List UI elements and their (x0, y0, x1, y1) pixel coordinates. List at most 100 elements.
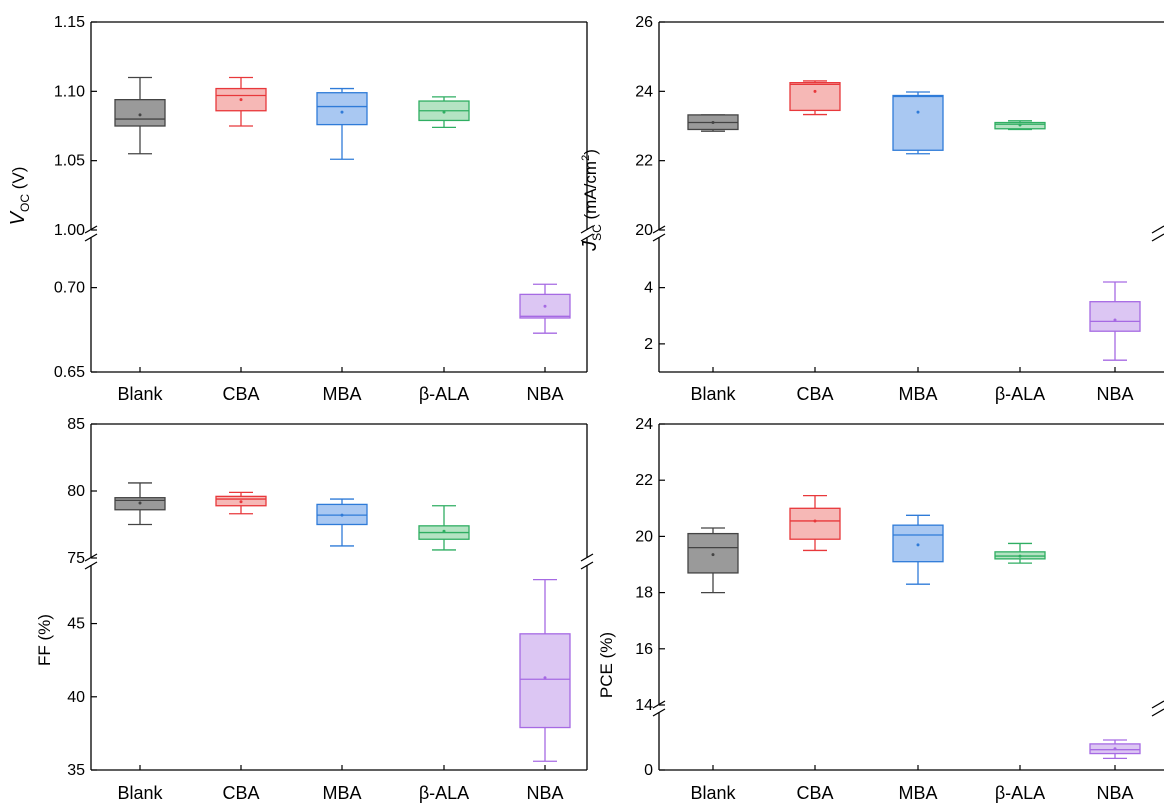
y-tick-label: 0.70 (54, 280, 85, 297)
mean-point (1018, 554, 1022, 558)
box-NBA (1089, 281, 1141, 361)
iqr-box (789, 82, 841, 112)
mean-point (1113, 747, 1117, 751)
x-tick-label: MBA (898, 384, 937, 404)
mean-point (813, 89, 817, 93)
y-tick-label: 0 (644, 762, 653, 779)
y-tick-label: 1.05 (54, 153, 85, 170)
chart-panel-bottom-left: 75 80 85 35 40 45 Blank CBA MBA β-ALA NBA FF (%) (35, 416, 594, 803)
chart-panel-top-left: 1.00 1.05 1.10 1.15 0.65 0.70 Blank CBA MBA β-ALA… (7, 14, 594, 404)
iqr-box (114, 99, 166, 127)
x-tick-label: NBA (526, 384, 563, 404)
y-tick-label: 1.00 (54, 222, 85, 239)
box-CBA (215, 491, 267, 515)
iqr-box (892, 94, 944, 151)
mean-point (813, 519, 817, 523)
mean-point (916, 543, 920, 547)
axis-break-mark (652, 233, 666, 242)
mean-point (239, 98, 243, 102)
y-tick-label: 24 (635, 416, 653, 433)
x-tick-label: Blank (117, 384, 163, 404)
iqr-box (789, 507, 841, 540)
mean-point (138, 501, 142, 505)
y-tick-label: 14 (635, 697, 653, 714)
y-axis-title: FF (%) (35, 614, 54, 666)
axis-break-mark (1151, 708, 1164, 717)
axis-break-mark (580, 553, 594, 562)
box-MBA (316, 87, 368, 160)
x-tick-label: CBA (222, 384, 259, 404)
y-tick-label: 20 (635, 222, 653, 239)
y-axis-title: VOC (V) (7, 167, 32, 226)
box-CBA (789, 80, 841, 116)
box-MBA (316, 498, 368, 547)
y-tick-label: 80 (67, 483, 85, 500)
y-axis-title: PCE (%) (597, 632, 616, 698)
box-β-ALA (994, 120, 1046, 131)
y-tick-label: 45 (67, 616, 85, 633)
mean-point (543, 676, 547, 680)
mean-point (340, 513, 344, 517)
box-β-ALA (418, 505, 470, 551)
box-CBA (215, 76, 267, 127)
box-Blank (687, 527, 739, 594)
x-tick-label: NBA (1096, 384, 1133, 404)
axis-break-mark (580, 225, 594, 234)
box-CBA (789, 495, 841, 552)
box-Blank (114, 482, 166, 526)
y-tick-label: 24 (635, 83, 653, 100)
y-tick-label: 22 (635, 153, 653, 170)
iqr-box (316, 92, 368, 126)
axis-break-mark (580, 233, 594, 242)
x-tick-label: NBA (1096, 783, 1133, 803)
x-tick-label: MBA (322, 783, 361, 803)
x-tick-label: CBA (796, 384, 833, 404)
y-tick-label: 2 (644, 336, 653, 353)
x-tick-label: β-ALA (419, 384, 469, 404)
box-MBA (892, 91, 944, 155)
iqr-box (519, 633, 571, 729)
y-tick-label: 0.65 (54, 364, 85, 381)
box-β-ALA (994, 542, 1046, 564)
x-tick-label: Blank (690, 384, 736, 404)
x-tick-label: NBA (526, 783, 563, 803)
y-tick-label: 16 (635, 641, 653, 658)
y-tick-label: 1.10 (54, 83, 85, 100)
y-tick-label: 85 (67, 416, 85, 433)
y-tick-label: 22 (635, 472, 653, 489)
mean-point (711, 553, 715, 557)
axis-break-mark (580, 561, 594, 570)
mean-point (442, 529, 446, 533)
y-tick-label: 35 (67, 762, 85, 779)
axis-break-mark (1151, 233, 1164, 242)
box-MBA (892, 514, 944, 585)
mean-point (239, 500, 243, 504)
mean-point (442, 110, 446, 114)
box-Blank (114, 76, 166, 155)
iqr-box (1089, 301, 1141, 332)
x-tick-label: β-ALA (995, 783, 1045, 803)
y-tick-label: 18 (635, 585, 653, 602)
x-tick-label: MBA (322, 384, 361, 404)
x-tick-label: Blank (117, 783, 163, 803)
x-tick-label: CBA (222, 783, 259, 803)
chart-panel-bottom-right: 14 16 18 20 22 24 0 Blank CBA MBA β-ALA NBA PCE (%) (597, 416, 1164, 803)
y-tick-label: 4 (644, 280, 653, 297)
axis-break-mark (1151, 225, 1164, 234)
mean-point (711, 121, 715, 125)
box-NBA (519, 578, 571, 762)
box-Blank (687, 114, 739, 132)
mean-point (1113, 318, 1117, 322)
x-tick-label: MBA (898, 783, 937, 803)
mean-point (138, 113, 142, 117)
y-tick-label: 26 (635, 14, 653, 31)
x-tick-label: β-ALA (995, 384, 1045, 404)
mean-point (1018, 123, 1022, 127)
box-NBA (519, 283, 571, 334)
y-axis-title: JSC (mA/cm2) (579, 149, 604, 252)
box-NBA (1089, 739, 1141, 760)
y-tick-label: 1.15 (54, 14, 85, 31)
mean-point (340, 110, 344, 114)
y-tick-label: 75 (67, 550, 85, 567)
